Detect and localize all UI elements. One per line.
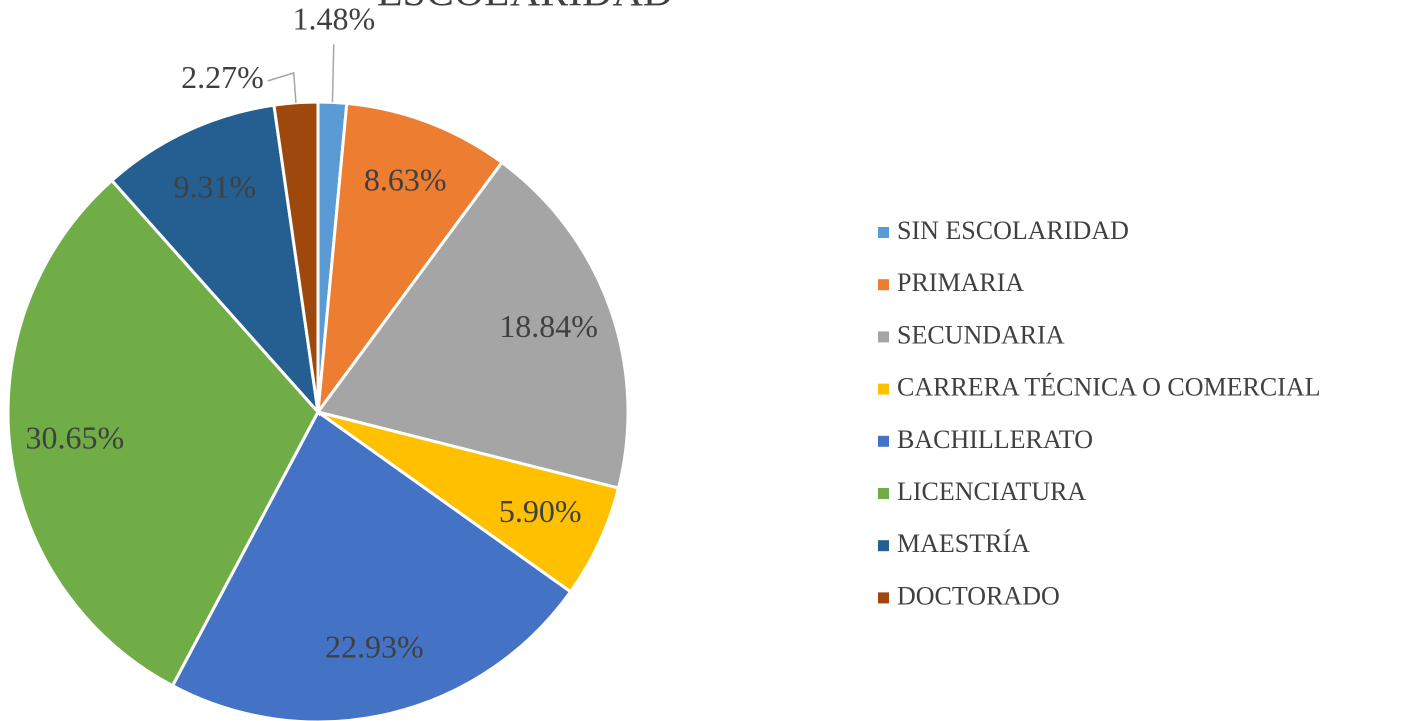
legend-label: SIN ESCOLARIDAD [897,216,1129,245]
legend-swatch [878,592,889,604]
legend-label: LICENCIATURA [897,477,1086,506]
legend-label: BACHILLERATO [897,425,1093,454]
data-label: 2.27% [181,59,264,95]
pie-slice [109,103,321,417]
data-label: 5.90% [499,493,582,529]
legend-swatch [878,227,889,238]
data-label: 9.31% [173,168,256,204]
data-label: 18.84% [499,308,598,344]
data-label: 22.93% [325,629,424,665]
legend-swatch [878,383,889,395]
legend-swatch [878,435,889,447]
legend-swatch [878,488,889,499]
legend-label: DOCTORADO [897,581,1060,610]
legend-swatch [878,540,889,552]
legend-label: SECUNDARIA [897,320,1065,349]
data-label: 1.48% [292,1,375,37]
pie-slice [170,409,573,721]
pie-slice [316,101,505,418]
pie-slice [6,178,320,688]
legend-swatch [878,331,889,343]
pie-slice [315,160,630,490]
legend-swatch [878,279,889,291]
legend-label: PRIMARIA [897,268,1024,297]
data-label: 30.65% [26,420,125,456]
legend-label: CARRERA TÉCNICA O COMERCIAL [897,373,1321,402]
leader-line [267,71,297,103]
chart-title: ESCOLARIDAD [377,0,673,16]
data-label: 8.63% [364,161,447,197]
legend-label: MAESTRÍA [897,529,1030,558]
leader-line [331,44,335,103]
